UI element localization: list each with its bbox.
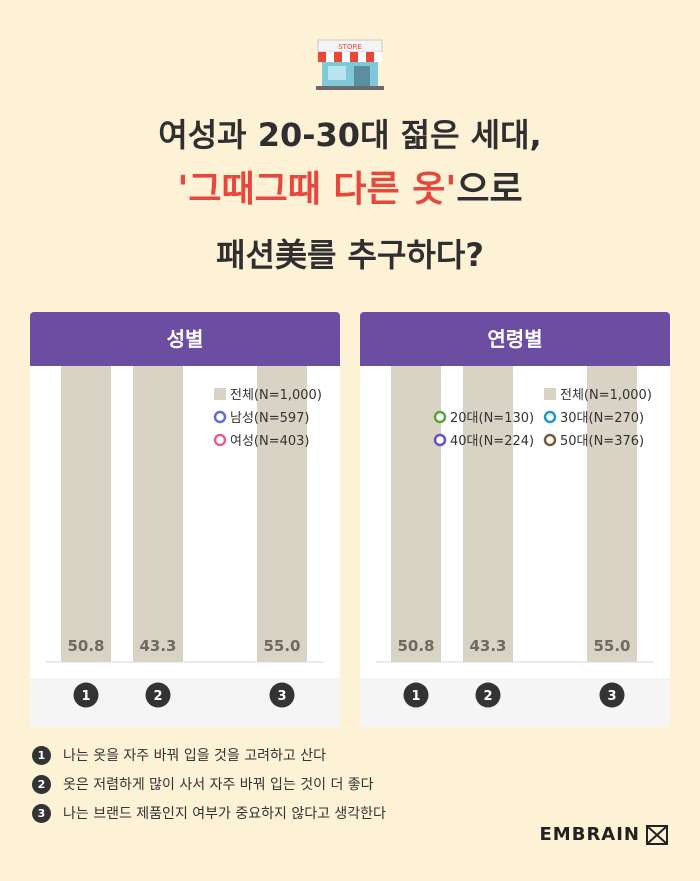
note-item: 3 나는 브랜드 제품인지 여부가 중요하지 않다고 생각한다 bbox=[32, 800, 386, 826]
total-bar bbox=[463, 366, 513, 662]
category-badge bbox=[403, 682, 429, 708]
total-bar bbox=[391, 366, 441, 662]
note-text: 나는 브랜드 제품인지 여부가 중요하지 않다고 생각한다 bbox=[63, 806, 386, 822]
category-label: 2 bbox=[483, 689, 492, 704]
gender-panel-title: 성별 bbox=[30, 312, 340, 366]
brand-logo: EMBRAIN bbox=[540, 824, 668, 845]
gender-chart: 50.8 43.3 55.0 전체(N=1,000) 남성(N=597) 여성(N=403… bbox=[30, 366, 340, 727]
category-badge bbox=[73, 682, 99, 708]
category-badge bbox=[269, 682, 295, 708]
total-bar-label: 50.8 bbox=[67, 637, 104, 655]
title-line3: 패션美를 추구하다? bbox=[216, 236, 484, 274]
category-label: 3 bbox=[607, 689, 616, 704]
total-bar bbox=[61, 366, 111, 662]
store-icon: STORE bbox=[316, 39, 384, 90]
note-text: 나는 옷을 자주 바꿔 입을 것을 고려하고 산다 bbox=[63, 748, 326, 764]
total-bar-label: 55.0 bbox=[593, 637, 630, 655]
total-bar bbox=[133, 366, 183, 662]
category-badge bbox=[599, 682, 625, 708]
title-line2-rest: 으로 bbox=[456, 169, 523, 210]
total-bar-label: 55.0 bbox=[263, 637, 300, 655]
legend-label: 전체(N=1,000) bbox=[560, 388, 652, 403]
store-sign: STORE bbox=[338, 43, 362, 51]
total-bar-label: 43.3 bbox=[139, 637, 176, 655]
legend-swatch-total bbox=[544, 388, 556, 400]
total-bar-label: 43.3 bbox=[469, 637, 506, 655]
legend-marker bbox=[433, 410, 447, 424]
note-number: 3 bbox=[32, 803, 51, 823]
note-text: 옷은 저렴하게 많이 사서 자주 바꿔 입는 것이 더 좋다 bbox=[63, 777, 374, 793]
legend-label: 남성(N=597) bbox=[230, 411, 310, 426]
note-number: 2 bbox=[32, 774, 51, 794]
legend-label: 40대(N=224) bbox=[450, 434, 534, 449]
category-label: 3 bbox=[277, 689, 286, 704]
brand-name: EMBRAIN bbox=[539, 824, 640, 845]
total-bar-label: 50.8 bbox=[397, 637, 434, 655]
legend-label: 20대(N=130) bbox=[450, 411, 534, 426]
legend-marker bbox=[213, 433, 227, 447]
category-label: 1 bbox=[81, 689, 90, 704]
brand-mark-icon bbox=[646, 824, 668, 845]
legend-label: 전체(N=1,000) bbox=[230, 388, 322, 403]
note-item: 2 옷은 저렴하게 많이 사서 자주 바꿔 입는 것이 더 좋다 bbox=[32, 771, 386, 797]
total-bar bbox=[257, 366, 307, 662]
category-badge bbox=[475, 682, 501, 708]
legend-swatch-total bbox=[214, 388, 226, 400]
age-panel-title: 연령별 bbox=[360, 312, 670, 366]
category-label: 1 bbox=[411, 689, 420, 704]
gender-panel: 성별 50.8 43.3 55.0 전체(N=1,000) 남성(N=597) 여성(N=… bbox=[30, 312, 340, 727]
age-chart: 50.8 43.3 55.0 전체(N=1,000) 20대(N=130) 30대(N=2… bbox=[360, 366, 670, 727]
legend-marker bbox=[543, 410, 557, 424]
legend-label: 50대(N=376) bbox=[560, 434, 644, 449]
legend-marker bbox=[213, 410, 227, 424]
total-bar bbox=[587, 366, 637, 662]
legend-marker bbox=[433, 433, 447, 447]
legend-marker bbox=[543, 433, 557, 447]
notes-list: 1 나는 옷을 자주 바꿔 입을 것을 고려하고 산다 2 옷은 저렴하게 많이 사… bbox=[32, 742, 386, 829]
age-panel: 연령별 50.8 43.3 55.0 전체(N=1,000) 20대(N=130) 30대… bbox=[360, 312, 670, 727]
category-label: 2 bbox=[153, 689, 162, 704]
note-item: 1 나는 옷을 자주 바꿔 입을 것을 고려하고 산다 bbox=[32, 742, 386, 768]
legend-label: 30대(N=270) bbox=[560, 411, 644, 426]
title-highlight: '그때그때 다른 옷' bbox=[177, 169, 457, 210]
title-line1: 여성과 20-30대 젊은 세대, bbox=[158, 116, 542, 154]
category-badge bbox=[145, 682, 171, 708]
title-line2: '그때그때 다른 옷'으로 bbox=[0, 160, 700, 212]
note-number: 1 bbox=[32, 745, 51, 765]
legend-label: 여성(N=403) bbox=[230, 434, 310, 449]
